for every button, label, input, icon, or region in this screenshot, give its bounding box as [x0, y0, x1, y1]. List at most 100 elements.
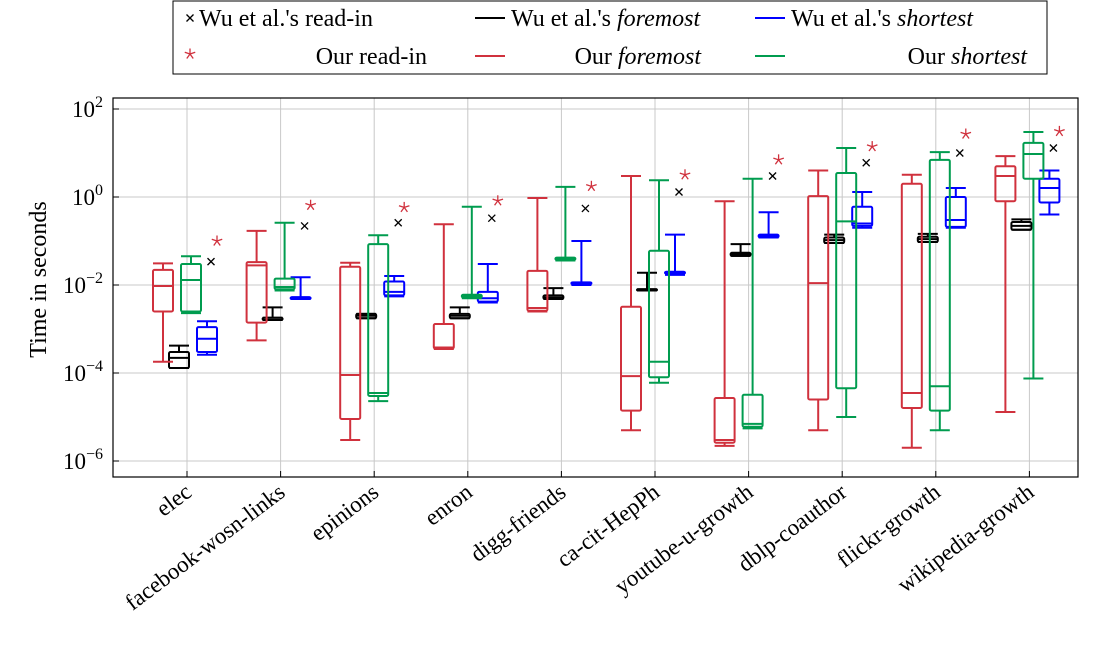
box-foremost-ca-cit-HepPh [620, 175, 642, 432]
legend-label: Wu et al.'s shortest [791, 6, 974, 32]
our-read-in-marker-enron [492, 195, 504, 206]
legend-entry: Our shortest [755, 44, 1028, 70]
marker-x-stroke [487, 214, 496, 223]
marker-star-ray [585, 183, 592, 187]
box-iqr [994, 165, 1017, 203]
box-shortest-enron [476, 263, 499, 304]
y-tick-base: 10 [72, 97, 95, 122]
legend-label-prefix: Our read-in [316, 44, 427, 70]
readin-markers [207, 125, 1065, 266]
box-foremost-elec [168, 344, 190, 369]
y-tick-label: 10−4 [63, 358, 103, 386]
box-iqr [273, 277, 296, 291]
box-foremost-enron [432, 223, 455, 351]
box-foremost-ca-cit-HepPh [636, 271, 658, 292]
marker-star-ray [965, 131, 972, 135]
series-wu-read-in [207, 144, 1058, 266]
marker-star-ray [497, 198, 504, 202]
legend: Wu et al.'s read-in Wu et al.'s foremost W… [172, 0, 1048, 75]
marker-star-ray [965, 133, 970, 139]
box-shortest-ca-cit-HepPh [648, 179, 670, 384]
box-iqr [928, 158, 951, 412]
marker-star-ray [310, 202, 317, 206]
marker-star-ray [497, 200, 502, 206]
y-tick-exponent: −2 [86, 270, 103, 287]
marker-star-ray [216, 238, 223, 242]
box-shortest-elec [196, 320, 218, 356]
legend-entry: Wu et al.'s shortest [755, 6, 974, 32]
box-shortest-facebook-wosn-links [273, 221, 296, 292]
marker-x-stroke [955, 149, 964, 157]
marker-x-stroke [675, 188, 683, 196]
grid-lines [113, 98, 1078, 477]
marker-star-ray [778, 159, 783, 165]
marker-x-stroke [581, 204, 590, 213]
legend-label: Our foremost [575, 44, 703, 70]
box-foremost-youtube-u-growth [729, 243, 752, 257]
y-tick-base: 10 [63, 361, 86, 386]
marker-star-ray [211, 238, 218, 242]
marker-star-ray [681, 174, 686, 180]
box-foremost-facebook-wosn-links [245, 229, 268, 342]
marker-star-ray [868, 146, 873, 152]
legend-label: Our shortest [908, 44, 1029, 70]
box-foremost-elec [152, 262, 174, 363]
legend-entry: Our foremost [475, 44, 702, 70]
marker-star-ray [962, 133, 967, 139]
y-tick-exponent: 2 [95, 94, 103, 111]
wu-read-in-marker-facebook-wosn-links [300, 221, 309, 230]
our-read-in-marker-elec [211, 235, 223, 246]
y-tick-exponent: 0 [95, 182, 103, 199]
box-iqr [168, 351, 190, 369]
box-iqr [383, 280, 406, 297]
box-iqr [620, 305, 642, 412]
marker-star-ray [591, 183, 597, 187]
our-read-in-marker-wikipedia-growth [1053, 125, 1065, 137]
legend-label-prefix: Our [575, 44, 618, 70]
box-iqr [1022, 141, 1045, 180]
marker-star-ray [1053, 129, 1060, 132]
marker-star-ray [213, 240, 218, 246]
y-axis-label: Time in seconds [26, 201, 52, 357]
box-shortest-dblp-coauthor [835, 146, 858, 418]
legend-label-prefix: Our [908, 44, 951, 70]
box-foremost-youtube-u-growth [713, 200, 736, 447]
marker-star-ray [306, 204, 312, 211]
x-tick-label: elec [151, 479, 196, 521]
marker-star-ray [1059, 129, 1065, 132]
y-tick-exponent: −6 [86, 446, 103, 463]
box-iqr [944, 196, 967, 228]
our-read-in-marker-flickr-growth [960, 128, 972, 139]
our-read-in-marker-dblp-coauthor [866, 141, 878, 152]
marker-star-ray [494, 200, 499, 206]
marker-star-ray [590, 185, 596, 192]
y-tick-exponent: −4 [86, 358, 103, 375]
wu-read-in-marker-ca-cit-HepPh [675, 188, 683, 196]
marker-star-ray [400, 207, 405, 213]
box-iqr [1038, 177, 1061, 204]
box-foremost-flickr-growth [900, 173, 923, 449]
marker-x-stroke [186, 14, 194, 22]
marker-x-stroke [768, 172, 777, 180]
wu-read-in-marker-epinions [394, 218, 403, 227]
box-iqr [741, 393, 764, 428]
box-iqr [713, 397, 736, 444]
box-iqr [900, 182, 923, 410]
our-read-in-marker-digg-friends [585, 180, 597, 192]
box-shortest-wikipedia-growth [1038, 169, 1061, 216]
series-our-read-in [211, 125, 1065, 246]
series-shortest [180, 131, 1045, 432]
marker-star-ray [960, 131, 967, 135]
legend-label-emphasis: foremost [617, 6, 701, 32]
marker-star-ray [866, 144, 873, 148]
series-shortest [196, 169, 1061, 356]
box-iqr [851, 205, 874, 227]
wu-read-in-marker-enron [487, 214, 496, 223]
marker-star-ray [778, 157, 785, 161]
x-tick-label: facebook-wosn-links [121, 479, 290, 615]
marker-star-ray [305, 202, 311, 206]
box-foremost-wikipedia-growth [1010, 218, 1033, 231]
marker-star-ray [216, 240, 221, 246]
